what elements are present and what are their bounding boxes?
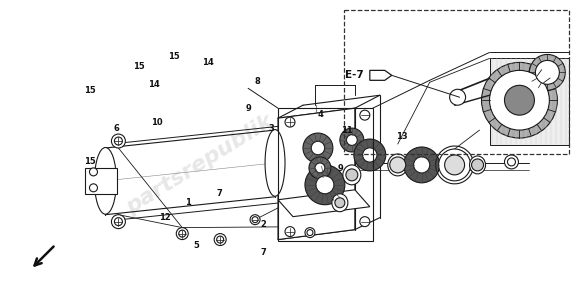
Text: 7: 7: [260, 248, 266, 257]
Circle shape: [112, 134, 125, 148]
Circle shape: [114, 218, 123, 226]
Circle shape: [360, 217, 370, 227]
Circle shape: [307, 230, 313, 236]
Text: 15: 15: [133, 62, 145, 71]
Circle shape: [252, 217, 258, 223]
Text: 9: 9: [246, 104, 251, 113]
Circle shape: [507, 158, 516, 166]
Circle shape: [315, 163, 325, 173]
Text: 13: 13: [395, 132, 407, 141]
Circle shape: [114, 137, 123, 145]
Text: 12: 12: [159, 213, 171, 222]
Ellipse shape: [265, 130, 285, 196]
Circle shape: [214, 234, 226, 246]
Circle shape: [309, 157, 331, 179]
Circle shape: [414, 157, 430, 173]
Circle shape: [444, 155, 465, 175]
Text: partsrepublik: partsrepublik: [123, 112, 277, 218]
Circle shape: [316, 176, 334, 194]
Text: 7: 7: [217, 189, 223, 198]
Circle shape: [390, 157, 406, 173]
Circle shape: [285, 227, 295, 237]
Text: 1: 1: [185, 198, 191, 207]
Bar: [278, 108, 373, 241]
Circle shape: [250, 215, 260, 225]
Text: E-7: E-7: [345, 70, 364, 80]
Text: 9: 9: [338, 164, 344, 173]
Circle shape: [472, 159, 484, 171]
Text: 14: 14: [202, 58, 214, 67]
Circle shape: [360, 110, 370, 120]
Circle shape: [346, 169, 358, 181]
Circle shape: [179, 230, 186, 237]
Text: 10: 10: [150, 118, 162, 128]
Text: 2: 2: [260, 220, 266, 229]
Text: 5: 5: [194, 241, 199, 250]
Polygon shape: [278, 190, 370, 217]
Circle shape: [112, 215, 125, 229]
Text: 15: 15: [84, 157, 96, 166]
Ellipse shape: [94, 147, 116, 214]
Circle shape: [439, 149, 470, 181]
Circle shape: [403, 147, 440, 183]
Circle shape: [90, 184, 98, 192]
Circle shape: [340, 128, 364, 152]
Polygon shape: [490, 58, 569, 145]
Ellipse shape: [469, 156, 486, 174]
Polygon shape: [278, 108, 355, 239]
Polygon shape: [370, 70, 392, 80]
Text: 15: 15: [84, 86, 96, 95]
Circle shape: [305, 165, 345, 205]
Circle shape: [362, 148, 377, 162]
Bar: [86, 168, 117, 194]
Circle shape: [176, 228, 188, 239]
Bar: [344, 9, 569, 154]
Text: 4: 4: [318, 110, 324, 119]
Text: 6: 6: [113, 124, 119, 133]
Circle shape: [505, 155, 518, 169]
Ellipse shape: [343, 165, 361, 185]
Circle shape: [305, 228, 315, 238]
Circle shape: [481, 62, 557, 138]
Circle shape: [335, 198, 345, 208]
Text: 14: 14: [147, 80, 160, 89]
Text: 8: 8: [254, 77, 260, 86]
Circle shape: [285, 117, 295, 127]
Circle shape: [505, 85, 535, 115]
Circle shape: [311, 141, 325, 155]
Circle shape: [346, 135, 357, 145]
Circle shape: [90, 168, 98, 176]
Ellipse shape: [388, 154, 407, 176]
Circle shape: [217, 236, 224, 243]
Text: 11: 11: [341, 126, 353, 135]
Circle shape: [529, 54, 565, 90]
Circle shape: [490, 70, 549, 130]
Ellipse shape: [332, 194, 348, 212]
Circle shape: [354, 139, 386, 171]
Text: 15: 15: [168, 52, 180, 61]
Text: 3: 3: [269, 124, 275, 133]
Circle shape: [535, 60, 560, 84]
Circle shape: [303, 133, 333, 163]
Circle shape: [450, 89, 465, 105]
